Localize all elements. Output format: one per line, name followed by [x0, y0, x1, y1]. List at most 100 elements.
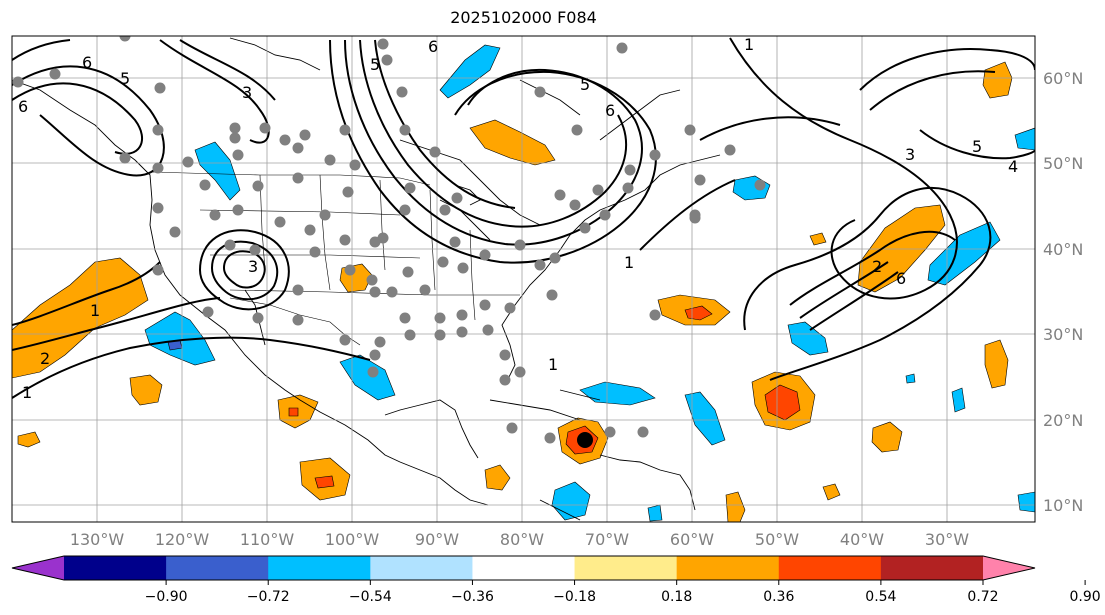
station-dot: [374, 336, 386, 348]
contour-label: 5: [120, 69, 130, 88]
colorbar-segment: [472, 556, 576, 580]
station-dot: [599, 209, 611, 221]
colorbar-outline: [11, 555, 1036, 581]
negative-anomaly-patch: [787, 321, 829, 356]
lat-label: 20°N: [1043, 411, 1083, 430]
station-dot: [499, 349, 511, 361]
contour-label: 3: [248, 257, 258, 276]
station-dot: [349, 159, 361, 171]
contour-label: 5: [370, 55, 380, 74]
station-dot: [152, 202, 164, 214]
station-dot: [152, 124, 164, 136]
station-dot: [514, 239, 526, 251]
station-markers: [12, 36, 766, 444]
lat-label: 50°N: [1043, 154, 1083, 173]
station-dot: [119, 36, 131, 42]
station-dot: [506, 422, 518, 434]
station-dot: [579, 222, 591, 234]
station-dot: [366, 274, 378, 286]
contour-label: 6: [82, 53, 92, 72]
colorbar-tick-label: −0.90: [145, 589, 188, 605]
political-borders: [149, 171, 520, 346]
station-dot: [399, 312, 411, 324]
station-dot: [399, 204, 411, 216]
station-dot: [369, 286, 381, 298]
positive-anomaly-patch: [984, 339, 1009, 389]
station-dot: [434, 329, 446, 341]
station-dot: [344, 264, 356, 276]
lon-label: 50°W: [755, 530, 799, 549]
negative-anomaly-patch: [684, 391, 726, 446]
station-dot: [456, 326, 468, 338]
contour-label: 6: [428, 37, 438, 56]
colorbar-tick-label: −0.54: [349, 589, 392, 605]
negative-anomaly-patch: [1017, 491, 1035, 513]
station-dot: [534, 86, 546, 98]
lon-label: 80°W: [500, 530, 544, 549]
lon-label: 110°W: [240, 530, 295, 549]
lon-label: 90°W: [415, 530, 459, 549]
lat-label: 40°N: [1043, 240, 1083, 259]
station-dot: [724, 144, 736, 156]
station-dot: [451, 192, 463, 204]
station-dot: [49, 68, 61, 80]
longitude-labels: 130°W 120°W 110°W 100°W 90°W 80°W 70°W 6…: [70, 530, 969, 549]
station-dot: [684, 124, 696, 136]
station-dot: [396, 86, 408, 98]
contour-lines: [12, 37, 1035, 399]
station-dot: [12, 76, 24, 88]
colorbar-tick-label: 0.36: [763, 589, 794, 605]
station-dot: [232, 149, 244, 161]
station-dot: [199, 179, 211, 191]
station-dot: [514, 366, 526, 378]
station-dot: [299, 129, 311, 141]
positive-anomaly-patch: [764, 384, 801, 421]
colorbar-tick-label: −0.72: [247, 589, 290, 605]
colorbar-segment: [574, 556, 678, 580]
contour-label: 1: [90, 301, 100, 320]
station-dot: [152, 264, 164, 276]
colorbar: −0.90 −0.72 −0.54 −0.36 −0.18 0.18 0.36 0.54 0.7…: [11, 555, 1101, 605]
lon-label: 130°W: [70, 530, 125, 549]
lon-label: 40°W: [840, 530, 884, 549]
station-dot: [649, 309, 661, 321]
station-dot: [182, 156, 194, 168]
station-dot: [402, 266, 414, 278]
lon-label: 30°W: [925, 530, 969, 549]
colorbar-tick-label: 0.90: [1070, 589, 1101, 605]
contour-label: 4: [1008, 157, 1018, 176]
negative-anomaly-patch: [647, 504, 663, 522]
station-dot: [479, 249, 491, 261]
station-dot: [624, 164, 636, 176]
map-frame: [11, 35, 1036, 523]
colorbar-tick-label: −0.36: [451, 589, 494, 605]
station-dot: [369, 349, 381, 361]
negative-anomaly-patch: [1014, 127, 1035, 151]
positive-anomaly-patch: [857, 204, 946, 293]
contour-label: 1: [744, 35, 754, 54]
station-dot: [434, 312, 446, 324]
lon-label: 60°W: [670, 530, 714, 549]
station-dot: [279, 134, 291, 146]
lon-label: 120°W: [155, 530, 210, 549]
negative-anomaly-patch: [144, 311, 216, 366]
lat-label: 30°N: [1043, 325, 1083, 344]
station-dot: [622, 182, 634, 194]
positive-anomaly-patch: [469, 119, 556, 166]
station-dot: [377, 232, 389, 244]
station-dot: [342, 186, 354, 198]
station-dot: [339, 124, 351, 136]
station-dot: [319, 209, 331, 221]
station-dot: [439, 204, 451, 216]
lat-label: 10°N: [1043, 496, 1083, 515]
contour-label: 6: [605, 101, 615, 120]
positive-anomaly-patch: [822, 483, 841, 501]
station-dot: [549, 252, 561, 264]
station-dot: [292, 142, 304, 154]
station-dot: [479, 299, 491, 311]
station-dot: [339, 334, 351, 346]
colorbar-tick-label: −0.18: [553, 589, 596, 605]
station-dot: [437, 256, 449, 268]
station-dot: [449, 236, 461, 248]
